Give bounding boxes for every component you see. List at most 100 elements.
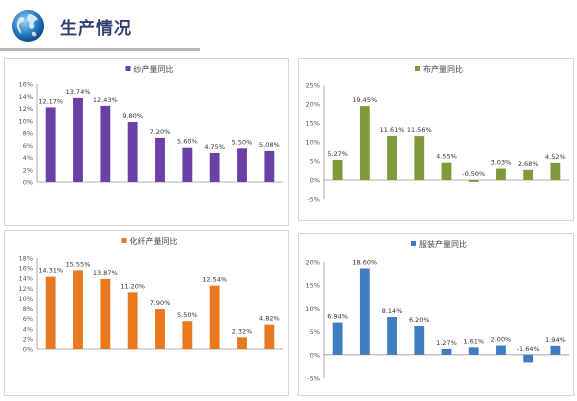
bar (127, 121, 138, 182)
y-tick-label: 0% (23, 179, 33, 187)
data-label: 7.20% (150, 128, 171, 136)
bar (264, 324, 275, 349)
bar (387, 135, 397, 180)
data-label: 5.50% (232, 138, 253, 146)
bar (496, 168, 506, 180)
bar (209, 152, 220, 182)
y-tick-label: 0% (23, 346, 33, 354)
bar (237, 148, 247, 182)
chart-title: 服装产量同比 (411, 239, 467, 249)
data-label: 5.50% (177, 311, 198, 319)
y-tick-label: 16% (19, 81, 33, 89)
data-label: 1.61% (463, 337, 484, 345)
y-tick-label: -5% (307, 375, 320, 383)
chart-apparel: 服装产量同比 -5% 0% 5% 10% 15% 20% 6.94% 18.60% 8.14% 6.… (306, 239, 569, 383)
legend-swatch (411, 241, 416, 246)
data-label: 7.90% (150, 299, 171, 307)
bar (182, 321, 193, 349)
bar (155, 309, 165, 349)
data-label: 1.94% (545, 336, 566, 344)
y-tick-label: 16% (19, 265, 33, 273)
legend-swatch (121, 238, 127, 243)
data-label: 1.27% (436, 339, 457, 347)
bar (523, 169, 534, 180)
legend-swatch (415, 66, 420, 71)
data-label: 9.80% (122, 112, 143, 120)
bar (73, 270, 83, 349)
y-tick-label: 14% (19, 275, 33, 283)
bar (550, 345, 561, 355)
data-label: -1.64% (517, 345, 540, 353)
chart-title: 化纤产量同比 (121, 236, 178, 246)
bar (550, 162, 561, 180)
page-title: 生产情况 (60, 19, 132, 39)
data-label: 11.20% (120, 282, 145, 290)
y-tick-label: 6% (23, 142, 33, 150)
data-label: 8.14% (382, 307, 403, 315)
bar (100, 278, 111, 349)
chart-fiber: 化纤产量同比 0% 2% 4% 6% 8% 10% 12% 14% 16% 18% 14.31%15.… (19, 236, 283, 354)
data-label: 12.17% (38, 97, 63, 105)
data-label: 5.08% (259, 141, 280, 149)
data-label: 2.00% (491, 336, 512, 344)
chart-panel-yarn: 纱产量同比 0% 2% 4% 6% 8% 10% 12% 14% 16% 12.17% 13.74% 1… (4, 58, 289, 226)
chart-title-text: 布产量同比 (423, 64, 463, 74)
data-label: 4.55% (436, 153, 457, 161)
chart-panel-cloth: 布产量同比 -5% 0% 5% 10% 15% 20% 25% 5.27% 19.45% 11.61… (298, 58, 574, 221)
bar (468, 347, 479, 355)
bar (414, 326, 425, 355)
y-tick-label: 14% (19, 93, 33, 101)
y-tick-label: 10% (306, 305, 320, 313)
bar (387, 317, 397, 355)
bar (209, 285, 220, 349)
y-tick-label: 5% (310, 158, 320, 166)
data-label: -0.50% (462, 170, 485, 178)
y-tick-label: 18% (19, 255, 33, 263)
chart-title-text: 服装产量同比 (419, 239, 467, 249)
data-label: 4.52% (545, 153, 566, 161)
bar (237, 337, 247, 349)
bar (45, 107, 56, 182)
y-tick-label: 10% (19, 295, 33, 303)
data-label: 2.68% (518, 160, 539, 168)
data-label: 5.60% (177, 138, 198, 146)
data-label: 11.56% (407, 126, 432, 134)
chart-title: 布产量同比 (415, 64, 463, 74)
bar (441, 348, 452, 355)
chart-title-text: 纱产量同比 (134, 64, 174, 74)
bar (359, 106, 370, 180)
chart-cloth: 布产量同比 -5% 0% 5% 10% 15% 20% 25% 5.27% 19.45% 11.61… (306, 64, 569, 204)
bar (100, 105, 111, 182)
y-tick-label: 12% (19, 105, 33, 113)
data-label: 6.94% (327, 313, 348, 321)
data-label: 11.61% (380, 126, 405, 134)
y-tick-label: 8% (23, 305, 33, 313)
y-tick-label: 25% (306, 82, 320, 90)
data-label: 14.31% (38, 267, 63, 275)
y-tick-label: 10% (306, 139, 320, 147)
data-label: 3.03% (491, 158, 512, 166)
data-label: 18.60% (352, 258, 377, 266)
bar (441, 162, 452, 180)
y-tick-label: -5% (307, 196, 320, 204)
bar (332, 322, 343, 355)
data-label: 13.87% (93, 269, 118, 277)
header: 生产情况 (0, 0, 577, 56)
bar (73, 97, 83, 182)
bar (468, 180, 479, 182)
data-label: 2.32% (232, 327, 253, 335)
data-label: 4.75% (204, 143, 225, 151)
y-tick-label: 15% (306, 120, 320, 128)
y-tick-label: 20% (306, 259, 320, 267)
bar (523, 354, 534, 363)
data-label: 12.54% (202, 276, 227, 284)
y-tick-label: 10% (19, 117, 33, 125)
chart-title-text: 化纤产量同比 (130, 236, 178, 246)
bar (45, 276, 56, 349)
y-tick-label: 12% (19, 285, 33, 293)
bar (496, 345, 506, 355)
legend-swatch (125, 66, 131, 71)
y-tick-label: 4% (23, 154, 33, 162)
bar (359, 268, 370, 355)
chart-yarn: 纱产量同比 0% 2% 4% 6% 8% 10% 12% 14% 16% 12.17%13.74%1… (19, 64, 283, 187)
